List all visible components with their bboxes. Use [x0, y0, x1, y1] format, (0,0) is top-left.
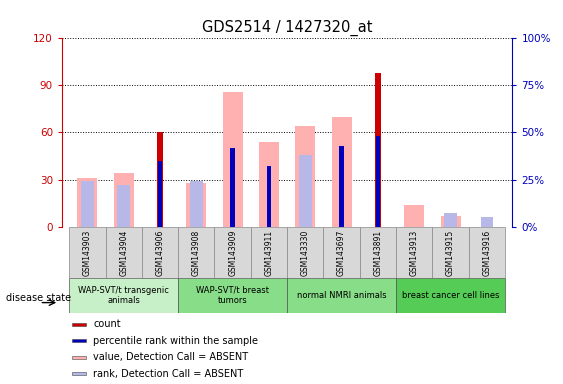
Bar — [77, 178, 97, 227]
Bar — [287, 278, 396, 313]
Bar — [72, 356, 86, 359]
Bar — [481, 217, 493, 227]
Bar — [444, 214, 457, 227]
Bar — [178, 278, 287, 313]
Bar — [186, 183, 206, 227]
Bar — [158, 161, 162, 227]
Text: rank, Detection Call = ABSENT: rank, Detection Call = ABSENT — [93, 369, 243, 379]
Bar — [69, 278, 178, 313]
Text: GSM143903: GSM143903 — [83, 230, 92, 276]
Bar — [259, 142, 279, 227]
Bar — [105, 227, 142, 278]
Bar — [157, 132, 163, 227]
Bar — [230, 147, 235, 227]
Bar — [72, 372, 86, 376]
Bar — [267, 166, 271, 227]
Bar — [81, 181, 93, 227]
Bar — [332, 117, 352, 227]
Text: breast cancer cell lines: breast cancer cell lines — [402, 291, 499, 300]
Bar — [72, 323, 86, 326]
Text: count: count — [93, 319, 120, 329]
Text: normal NMRI animals: normal NMRI animals — [297, 291, 386, 300]
Bar — [374, 73, 381, 227]
Bar — [296, 126, 315, 227]
Text: GSM143909: GSM143909 — [228, 230, 237, 276]
Bar — [215, 227, 251, 278]
Bar — [178, 227, 215, 278]
Text: value, Detection Call = ABSENT: value, Detection Call = ABSENT — [93, 353, 248, 362]
Text: GSM143906: GSM143906 — [155, 230, 164, 276]
Bar — [360, 227, 396, 278]
Text: GSM143697: GSM143697 — [337, 230, 346, 276]
Text: GSM143891: GSM143891 — [373, 230, 382, 276]
Text: WAP-SVT/t breast
tumors: WAP-SVT/t breast tumors — [196, 286, 269, 305]
Text: GSM143913: GSM143913 — [410, 230, 419, 276]
Bar — [142, 227, 178, 278]
Title: GDS2514 / 1427320_at: GDS2514 / 1427320_at — [202, 20, 372, 36]
Bar — [339, 146, 344, 227]
Bar — [190, 181, 203, 227]
Text: GSM143915: GSM143915 — [446, 230, 455, 276]
Bar — [441, 215, 461, 227]
Bar — [117, 185, 130, 227]
Bar — [396, 227, 432, 278]
Bar — [404, 205, 425, 227]
Text: percentile rank within the sample: percentile rank within the sample — [93, 336, 258, 346]
Bar — [222, 92, 243, 227]
Text: disease state: disease state — [6, 293, 71, 303]
Bar — [376, 136, 380, 227]
Bar — [299, 155, 312, 227]
Text: GSM143904: GSM143904 — [119, 230, 128, 276]
Text: WAP-SVT/t transgenic
animals: WAP-SVT/t transgenic animals — [78, 286, 169, 305]
Bar — [396, 278, 505, 313]
Text: GSM143911: GSM143911 — [265, 230, 274, 276]
Bar — [114, 173, 133, 227]
Bar — [324, 227, 360, 278]
Bar — [469, 227, 505, 278]
Text: GSM143916: GSM143916 — [482, 230, 491, 276]
Bar — [251, 227, 287, 278]
Text: GSM143330: GSM143330 — [301, 230, 310, 276]
Bar — [287, 227, 324, 278]
Bar — [72, 339, 86, 343]
Bar — [432, 227, 469, 278]
Bar — [69, 227, 105, 278]
Text: GSM143908: GSM143908 — [192, 230, 201, 276]
